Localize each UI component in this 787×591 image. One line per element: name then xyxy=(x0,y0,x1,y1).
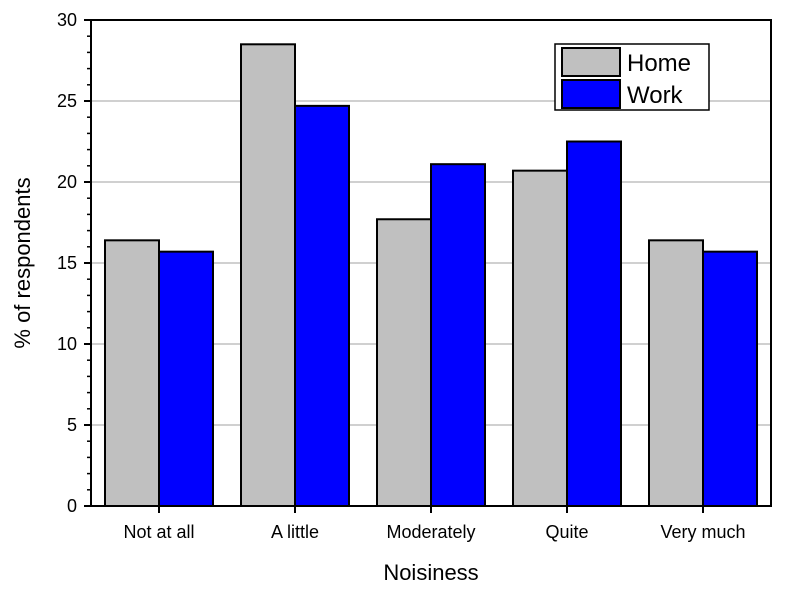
bar-work-moderately xyxy=(430,163,486,507)
x-tick-label: A little xyxy=(271,522,319,542)
y-tick-label: 10 xyxy=(57,334,77,354)
bar-work-quite xyxy=(566,140,622,507)
y-axis-title: % of respondents xyxy=(10,177,35,348)
ticks xyxy=(84,19,704,513)
x-tick-label: Moderately xyxy=(386,522,475,542)
y-tick-label: 25 xyxy=(57,91,77,111)
y-tick-label: 30 xyxy=(57,10,77,30)
y-tick-label: 5 xyxy=(67,415,77,435)
y-tick-label: 0 xyxy=(67,496,77,516)
bar-work-a-little xyxy=(294,104,350,508)
legend-swatch-home xyxy=(561,47,621,77)
legend-label-home: Home xyxy=(627,50,691,77)
bars xyxy=(104,43,758,508)
x-tick-label: Very much xyxy=(660,522,745,542)
bar-work-very-much xyxy=(702,250,758,507)
bar-home-a-little xyxy=(240,43,296,508)
legend-label-work: Work xyxy=(627,82,684,109)
tick-labels: 0 5 10 15 20 25 30 Not at all A little Moderately… xyxy=(57,10,746,542)
legend-swatch-work xyxy=(561,79,621,109)
x-tick-label: Not at all xyxy=(123,522,194,542)
bar-work-not-at-all xyxy=(158,250,214,507)
legend: Home Work xyxy=(554,43,710,111)
bar-home-moderately xyxy=(376,218,432,507)
y-tick-label: 15 xyxy=(57,253,77,273)
y-tick-label: 20 xyxy=(57,172,77,192)
bar-home-quite xyxy=(512,169,568,507)
bar-home-not-at-all xyxy=(104,239,160,507)
bar-home-very-much xyxy=(648,239,704,507)
x-tick-label: Quite xyxy=(545,522,588,542)
x-axis-title: Noisiness xyxy=(383,560,478,585)
